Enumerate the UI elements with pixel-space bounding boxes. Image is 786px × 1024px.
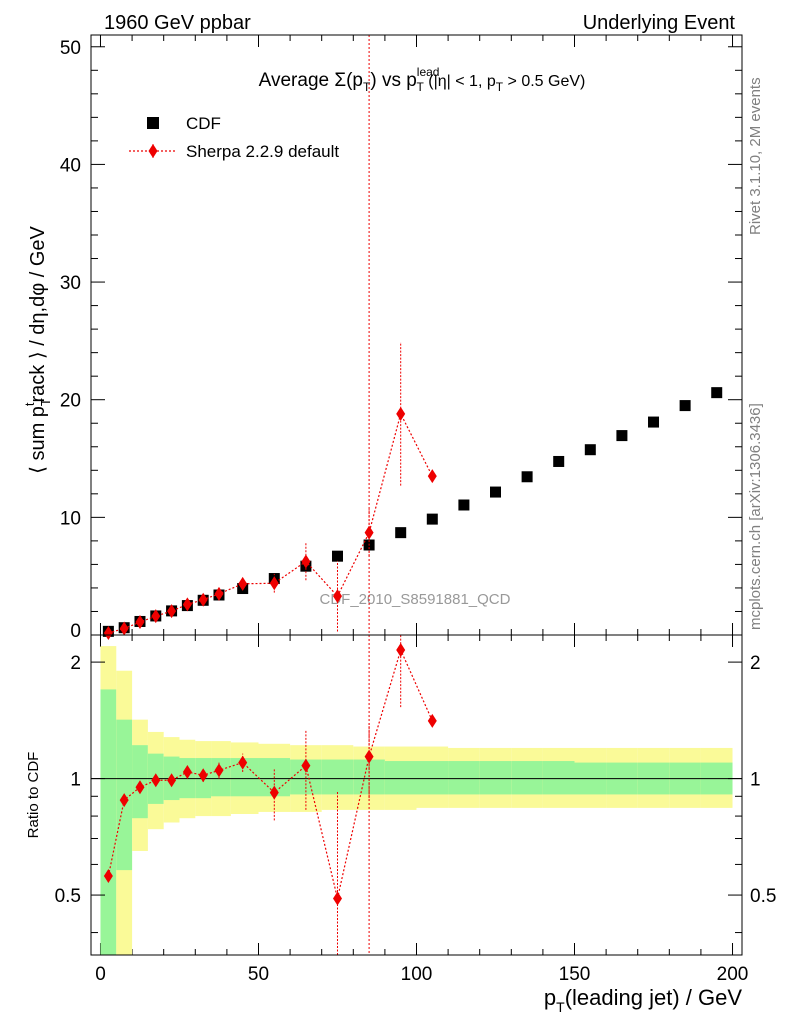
- ratio-band-inner: [479, 761, 512, 795]
- sherpa-point: [427, 469, 437, 484]
- sherpa-ratio-point: [269, 785, 279, 800]
- x-tick-label: 50: [248, 964, 269, 985]
- cdf-point: [711, 387, 723, 399]
- sherpa-point: [103, 626, 113, 640]
- sherpa-point: [151, 609, 161, 624]
- cdf-point: [584, 444, 596, 456]
- ratio-plot: 0 50 100 150 200 0.5 0.5 1 1 2 2: [55, 634, 776, 985]
- ratio-tick-label-right: 0.5: [750, 886, 776, 907]
- sherpa-point: [332, 589, 342, 604]
- cdf-point: [616, 430, 628, 442]
- legend-cdf-marker: [147, 117, 159, 129]
- legend-cdf-label: CDF: [186, 114, 221, 133]
- main-plot: CDF_2010_S8591881_QCD 0 10 20 30 40 50: [60, 34, 743, 955]
- header-left: 1960 GeV ppbar: [104, 12, 251, 34]
- sherpa-ratio-point: [396, 642, 406, 657]
- y-tick-label-main: 20: [60, 391, 81, 412]
- y-tick-label-main: 10: [60, 508, 81, 529]
- sherpa-point: [364, 525, 374, 540]
- sherpa-point: [198, 592, 208, 607]
- sherpa-point: [238, 576, 248, 591]
- cdf-point: [553, 455, 565, 467]
- sherpa-ratio-point: [427, 713, 437, 728]
- cdf-point: [331, 550, 343, 562]
- x-tick-label: 200: [717, 964, 749, 985]
- sherpa-ratio-point: [182, 764, 192, 779]
- ratio-tick-label-right: 1: [750, 770, 761, 791]
- cdf-point: [679, 400, 691, 412]
- ratio-band-inner: [100, 689, 117, 955]
- sherpa-ratio-point: [214, 763, 224, 778]
- cdf-point: [490, 486, 502, 498]
- sherpa-point: [182, 597, 192, 612]
- y-axis-label-main: ⟨ sum pTtrack ⟩ / dη,dφ / GeV: [22, 225, 53, 473]
- ratio-band-inner: [448, 761, 480, 795]
- ratio-tick-label-right: 2: [750, 653, 761, 674]
- x-tick-label: 100: [401, 964, 433, 985]
- plot-title: Average Σ(pT) vs plead T (|η| < 1, pT > 0…: [259, 65, 586, 94]
- ratio-band-inner: [211, 758, 231, 797]
- cdf-point: [458, 499, 470, 511]
- mcplots-label: mcplots.cern.ch [arXiv:1306.3436]: [747, 403, 764, 630]
- legend: CDF Sherpa 2.2.9 default: [129, 114, 339, 161]
- ratio-band-inner: [416, 761, 449, 795]
- cdf-point: [648, 416, 660, 428]
- header-right: Underlying Event: [583, 12, 736, 34]
- y-tick-label-main: 0: [70, 621, 81, 642]
- ratio-band-inner: [542, 761, 575, 795]
- ratio-plot-frame: [90, 634, 743, 956]
- ratio-tick-label-left: 1: [70, 770, 81, 791]
- sherpa-ratio-point: [332, 891, 342, 906]
- sherpa-ratio-point: [103, 869, 113, 884]
- cdf-point: [521, 471, 533, 483]
- legend-sherpa-label: Sherpa 2.2.9 default: [186, 142, 339, 161]
- watermark: CDF_2010_S8591881_QCD: [320, 591, 511, 608]
- sherpa-ratio-point: [167, 773, 177, 788]
- sherpa-point: [269, 576, 279, 591]
- legend-sherpa-marker: [148, 144, 158, 158]
- sherpa-point: [396, 406, 406, 421]
- y-axis-label-ratio: Ratio to CDF: [25, 752, 42, 839]
- x-tick-label: 0: [95, 964, 106, 985]
- sherpa-ratio-point: [151, 773, 161, 788]
- y-tick-label-main: 40: [60, 155, 81, 176]
- sherpa-point: [167, 604, 177, 619]
- sherpa-point: [135, 615, 145, 630]
- cdf-point: [395, 527, 407, 539]
- sherpa-point: [301, 554, 311, 569]
- sherpa-ratio-point: [119, 793, 129, 808]
- y-tick-label-main: 50: [60, 38, 81, 59]
- sherpa-point: [119, 621, 129, 636]
- ratio-tick-label-left: 2: [70, 653, 81, 674]
- sherpa-ratio-point: [135, 780, 145, 795]
- ratio-tick-label-left: 0.5: [55, 886, 81, 907]
- sherpa-ratio-point: [301, 758, 311, 773]
- rivet-label: Rivet 3.1.10, 2M events: [747, 77, 764, 235]
- sherpa-ratio-point: [198, 768, 208, 783]
- sherpa-ratio-point: [238, 755, 248, 770]
- ratio-band-inner: [384, 761, 417, 795]
- cdf-point: [426, 513, 438, 525]
- sherpa-ratio-point: [364, 749, 374, 764]
- ratio-band-inner: [511, 761, 543, 795]
- sherpa-point: [214, 586, 224, 601]
- x-tick-label: 150: [559, 964, 591, 985]
- y-tick-label-main: 30: [60, 273, 81, 294]
- ratio-band-inner: [321, 759, 354, 795]
- x-axis-label: pT(leading jet) / GeV: [544, 985, 742, 1015]
